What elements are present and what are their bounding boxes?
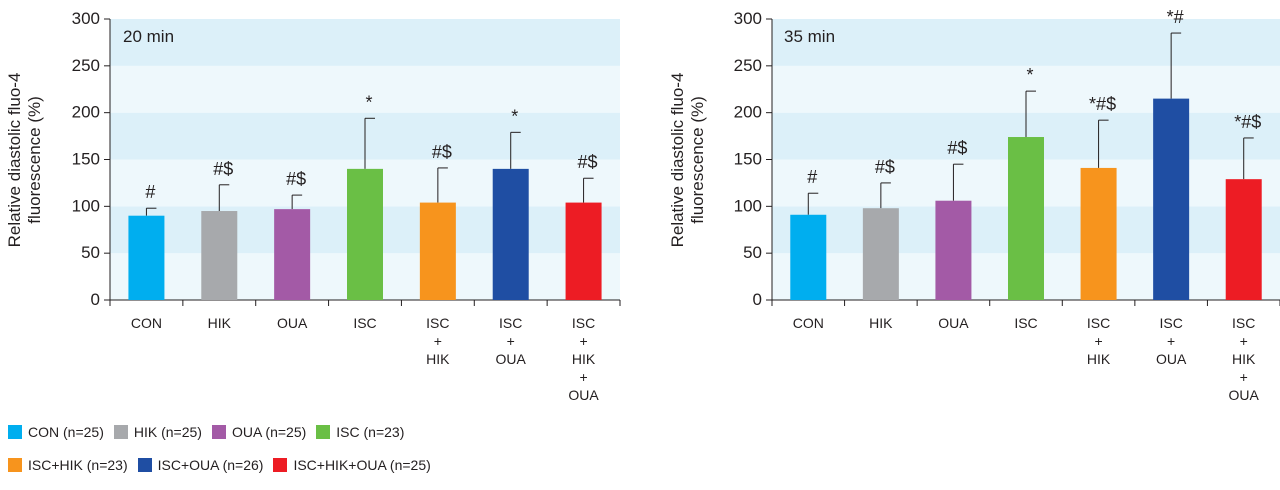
annotation: #$ [578,152,598,172]
legend-label: ISC+HIK (n=23) [28,457,128,473]
y-axis-label-line: fluorescence (%) [25,96,44,224]
y-tick-label: 150 [734,150,762,169]
x-tick-label: OUA [277,315,308,331]
annotation: *#$ [1089,94,1116,114]
annotation: #$ [286,169,306,189]
bar [1008,137,1044,300]
y-tick-label: 300 [734,9,762,28]
legend-row: CON (n=25) HIK (n=25) OUA (n=25) ISC (n=23) [8,424,441,457]
legend-label: CON (n=25) [28,424,104,440]
band [110,65,620,113]
legend-swatch [273,458,288,472]
bar [419,202,456,300]
legend-label: HIK (n=25) [133,424,202,440]
x-tick-label: CON [131,315,162,331]
y-tick-label: 250 [734,56,762,75]
legend-swatch [211,425,226,439]
annotation: # [807,167,817,187]
panel-label: 20 min [123,27,174,46]
annotation: #$ [213,159,233,179]
annotation: * [365,92,372,112]
panel-label: 35 min [784,27,835,46]
annotation: * [1026,65,1033,85]
y-tick-label: 250 [72,56,100,75]
bar [862,208,899,300]
legend-label: ISC+HIK+OUA (n=25) [293,457,431,473]
y-tick-label: 50 [743,243,762,262]
legend-label: ISC (n=23) [336,424,405,440]
annotation: #$ [875,157,895,177]
annotation: * [511,106,518,126]
x-tick-label: ISC + HIK [426,315,450,367]
y-tick-label: 0 [91,290,100,309]
legend-item: HIK (n=25) [113,424,202,440]
y-tick-label: 100 [72,196,100,215]
y-tick-label: 300 [72,9,100,28]
legend-item: ISC+HIK (n=23) [8,457,128,473]
x-tick-label: ISC + OUA [496,315,527,367]
band [772,19,1280,66]
y-axis-label-line: Relative diastolic fluo-4 [668,73,687,248]
legend-row: ISC+HIK (n=23) ISC+OUA (n=26) ISC+HIK+OUA … [8,457,441,490]
y-axis-label: Relative diastolic fluo-4fluorescence (%… [668,73,707,248]
y-tick-label: 200 [72,103,100,122]
charts: 0 50 100 150 200 250 300 20 min Relative diastol… [5,7,1280,403]
legend-item: ISC+OUA (n=26) [137,457,264,473]
legend-swatch [8,425,22,439]
band [110,19,620,66]
bar [1153,98,1190,300]
y-tick-label: 150 [72,150,100,169]
legend-swatch [316,425,331,439]
legend-swatch [137,458,152,472]
x-tick-label: ISC + HIK [1087,315,1111,367]
y-tick-label: 50 [81,243,100,262]
x-tick-label: ISC + HIK + OUA [568,315,599,403]
legend-label: OUA (n=25) [231,424,307,440]
annotation: *#$ [1234,112,1261,132]
annotation: #$ [947,138,967,158]
bar [201,211,238,300]
x-tick-label: ISC [1014,315,1037,331]
bar [128,215,165,300]
y-axis-label-line: fluorescence (%) [688,96,707,224]
bar [935,200,972,300]
legend-label: ISC+OUA (n=26) [157,457,264,473]
annotation: *# [1167,7,1184,27]
x-tick-label: ISC + HIK + OUA [1229,315,1260,403]
bar [492,168,529,300]
annotation: #$ [432,142,452,162]
bar [1080,167,1117,300]
legend-swatch [113,425,128,439]
y-axis-label: Relative diastolic fluo-4fluorescence (%… [5,73,44,248]
bar [347,168,383,300]
annotation: # [145,182,155,202]
bar [565,202,602,300]
x-tick-label: ISC + OUA [1156,315,1187,367]
x-tick-label: HIK [208,315,232,331]
y-tick-label: 0 [753,290,762,309]
legend-swatch [8,458,22,472]
page: 0 50 100 150 200 250 300 20 min Relative diastol… [5,7,1280,473]
legend: CON (n=25) HIK (n=25) OUA (n=25) ISC (n=23)… [8,424,441,490]
x-tick-label: ISC [353,315,376,331]
legend-item: OUA (n=25) [211,424,307,440]
legend-item: CON (n=25) [8,424,104,440]
y-axis-label-line: Relative diastolic fluo-4 [5,73,24,248]
bar [274,209,311,300]
y-tick-label: 200 [734,103,762,122]
x-tick-label: OUA [938,315,969,331]
x-tick-label: HIK [869,315,893,331]
legend-item: ISC (n=23) [316,424,404,440]
legend-item: ISC+HIK+OUA (n=25) [273,457,431,473]
bar [1225,179,1262,300]
x-tick-label: CON [793,315,824,331]
y-tick-label: 100 [734,196,762,215]
bar [790,214,827,300]
